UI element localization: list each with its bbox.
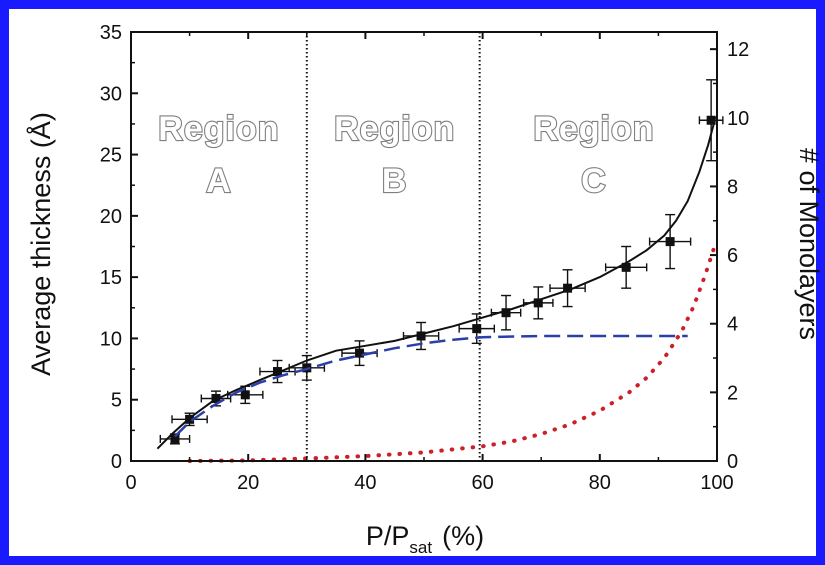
data-point <box>355 348 365 358</box>
x-tick-label: 20 <box>237 472 259 494</box>
data-point <box>170 434 180 444</box>
y-right-tick-label: 2 <box>727 382 738 404</box>
data-point <box>533 298 543 308</box>
x-tick-label: 60 <box>471 472 493 494</box>
region-label-1-letter: A <box>206 162 232 200</box>
x-axis-title-unit: (%) <box>442 521 484 551</box>
region-label-1-title: Region <box>158 110 279 148</box>
x-tick-label: 100 <box>700 472 733 494</box>
series-layer <box>156 79 724 463</box>
region-label-3-letter: C <box>581 162 607 200</box>
y-right-tick-label: 0 <box>727 451 738 473</box>
dotted-curve <box>187 245 717 463</box>
region-dividers: Region A Region B Region C <box>157 32 655 461</box>
y-left-tick-label: 30 <box>100 83 122 105</box>
y-right-tick-label: 8 <box>727 176 738 198</box>
y-left-tick-label: 10 <box>100 328 122 350</box>
y-left-axis-title: Average thickness (Å) <box>25 112 56 376</box>
region-label-3-title: Region <box>533 110 654 148</box>
data-point <box>621 262 631 272</box>
y-right-tick-label: 4 <box>727 314 738 336</box>
y-right-tick-label: 10 <box>727 108 749 130</box>
y-left-tick-label: 20 <box>100 206 122 228</box>
x-tick-label: 0 <box>125 472 136 494</box>
data-point <box>706 115 716 125</box>
x-tick-label: 40 <box>354 472 376 494</box>
x-tick-label: 80 <box>589 472 611 494</box>
y-right-axis-title: # of Monolayers <box>794 148 824 340</box>
y-left-tick-label: 25 <box>100 145 122 167</box>
labels-layer: Average thickness (Å) # of Monolayers P/… <box>25 112 824 557</box>
data-point <box>472 324 482 334</box>
y-left-tick-label: 35 <box>100 22 122 44</box>
data-point <box>501 308 511 318</box>
data-point <box>416 331 426 341</box>
solid-curve <box>156 122 716 450</box>
y-right-tick-label: 6 <box>727 245 738 267</box>
region-label-2-letter: B <box>382 162 408 200</box>
x-axis-title-main: P/P <box>366 521 410 551</box>
x-axis-title: P/Psat (%) <box>366 521 484 557</box>
y-right-tick-label: 12 <box>727 39 749 61</box>
x-axis-title-sub: sat <box>409 538 432 557</box>
data-point <box>563 283 573 293</box>
data-point <box>665 237 675 247</box>
y-left-tick-label: 15 <box>100 267 122 289</box>
data-point <box>240 390 250 400</box>
y-left-tick-label: 0 <box>111 451 122 473</box>
region-label-2-title: Region <box>334 110 455 148</box>
data-point <box>273 367 282 377</box>
dashed-curve <box>174 334 688 438</box>
y-left-tick-label: 5 <box>111 390 122 412</box>
